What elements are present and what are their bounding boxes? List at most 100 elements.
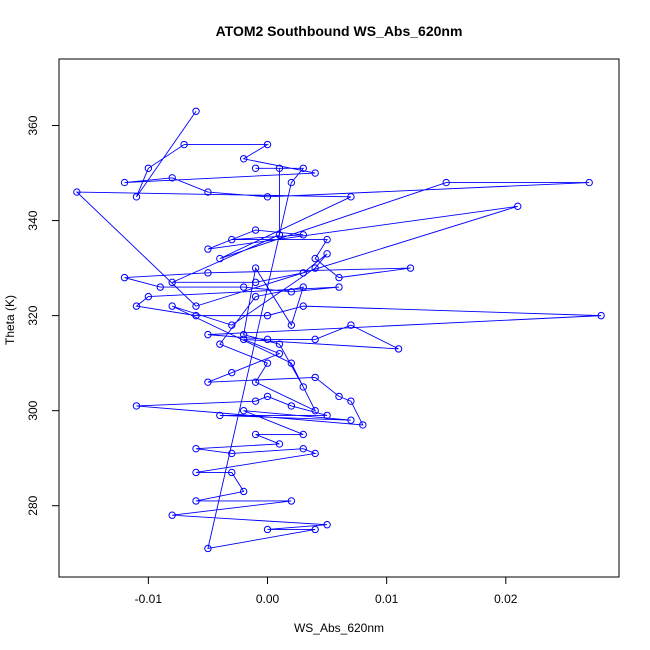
data-point (323, 235, 331, 244)
data-point (287, 402, 296, 410)
data-point (251, 292, 260, 301)
data-point (263, 359, 272, 367)
data-point (347, 397, 355, 405)
data-point (168, 278, 176, 287)
data-point (251, 164, 260, 173)
data-point (323, 250, 331, 258)
data-point (311, 406, 319, 415)
data-point (347, 193, 355, 201)
data-point (204, 544, 212, 553)
data-point (251, 378, 260, 386)
data-point (216, 254, 224, 263)
data-point (120, 178, 129, 187)
data-point (299, 283, 307, 291)
data-point (347, 321, 355, 329)
data-point (287, 359, 296, 367)
data-point (335, 273, 343, 282)
data-point (311, 264, 319, 272)
x-axis-label: WS_Abs_620nm (294, 621, 384, 635)
data-point (263, 335, 272, 344)
data-point (204, 245, 212, 253)
data-point (359, 421, 367, 429)
data-point (192, 107, 200, 115)
x-tick-label: -0.01 (135, 592, 163, 606)
data-point (204, 188, 212, 196)
y-tick-label: 320 (26, 305, 40, 325)
y-tick-label: 280 (26, 495, 40, 515)
data-point (323, 521, 331, 529)
data-point (192, 468, 200, 477)
y-tick-label: 300 (26, 400, 40, 420)
data-point (442, 178, 450, 187)
data-point (251, 430, 260, 439)
data-point (597, 311, 605, 320)
data-point (239, 335, 248, 344)
data-point (406, 264, 415, 272)
data-point (287, 321, 296, 329)
data-point (192, 444, 200, 453)
data-point (263, 193, 272, 201)
data-point (239, 487, 248, 496)
data-point (287, 497, 296, 505)
data-point (299, 430, 307, 439)
data-point (204, 378, 212, 386)
data-point (299, 269, 307, 277)
data-point (216, 411, 224, 420)
data-point (263, 311, 272, 320)
data-point (192, 497, 200, 505)
data-point (299, 444, 307, 453)
y-tick-label: 340 (26, 210, 40, 230)
data-point (514, 202, 522, 211)
data-point (228, 235, 236, 244)
data-point (192, 302, 200, 310)
x-tick-label: 0.02 (494, 592, 518, 606)
y-axis-label: Theta (K) (3, 295, 17, 345)
data-point (120, 273, 129, 282)
y-axis: 280 300 320 340 360 (26, 115, 60, 516)
data-point (287, 178, 296, 187)
data-point (311, 525, 319, 534)
data-point (228, 449, 236, 458)
data-point (263, 392, 272, 401)
data-point (239, 330, 248, 339)
data-point (204, 269, 212, 277)
data-point (287, 288, 296, 296)
data-point (275, 231, 284, 239)
data-point (263, 140, 272, 149)
data-point (394, 345, 403, 353)
data-point (299, 383, 307, 391)
data-point (132, 302, 141, 310)
data-point (299, 302, 307, 310)
data-point (228, 368, 236, 377)
data-point (299, 164, 307, 173)
data-series (73, 107, 605, 553)
data-point (228, 321, 236, 329)
data-point (192, 311, 200, 320)
data-point (323, 411, 331, 420)
data-point (132, 193, 141, 201)
y-tick-label: 360 (26, 115, 40, 135)
data-point (311, 449, 319, 458)
x-tick-label: 0.01 (375, 592, 399, 606)
data-point (335, 283, 343, 291)
data-point (168, 174, 176, 182)
data-point (347, 416, 355, 424)
data-point (239, 155, 248, 163)
data-point (275, 440, 284, 448)
data-point (299, 231, 307, 239)
data-point (335, 392, 343, 401)
data-point (311, 335, 319, 344)
data-point (180, 140, 188, 149)
data-point (251, 264, 260, 272)
data-point (311, 254, 319, 263)
data-point (239, 406, 248, 415)
data-point (132, 402, 141, 410)
data-point (275, 349, 284, 358)
data-point (73, 188, 81, 196)
data-point (585, 178, 593, 187)
data-point (168, 511, 176, 519)
data-point (144, 164, 153, 173)
data-point (275, 340, 284, 348)
